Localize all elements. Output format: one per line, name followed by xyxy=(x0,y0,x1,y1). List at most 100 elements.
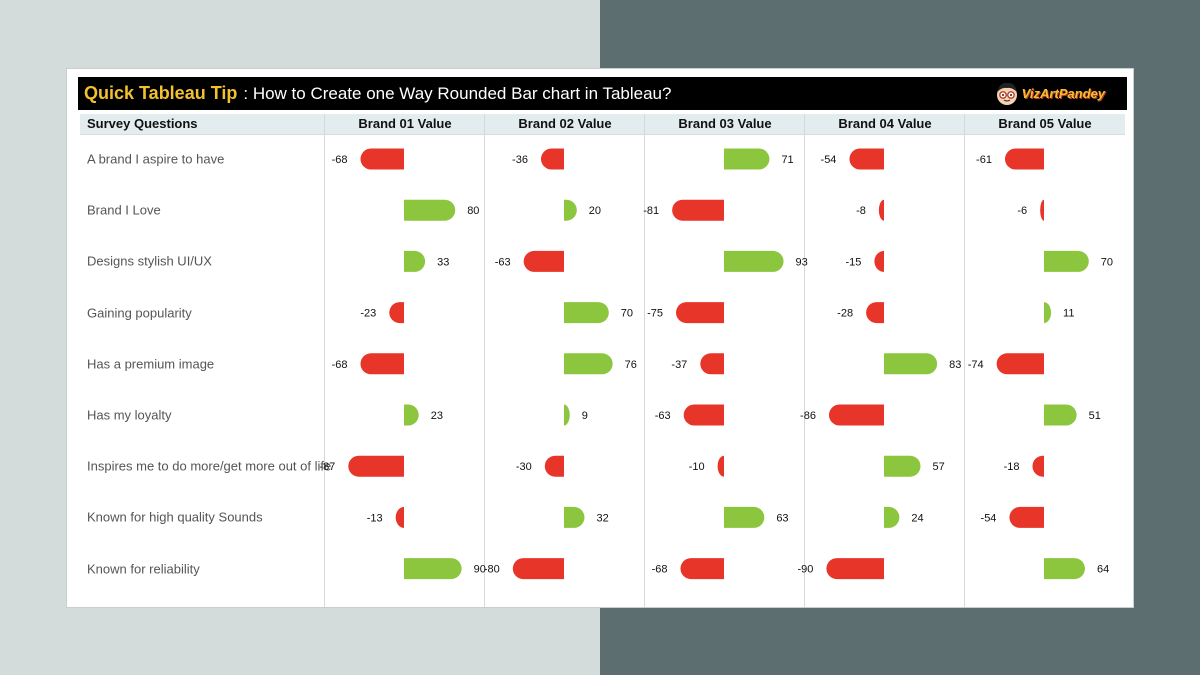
bar-negative xyxy=(1004,148,1044,170)
bar-value-label: 32 xyxy=(596,512,608,524)
vizartpandey-logo: VizArtPandey xyxy=(994,79,1105,108)
bar-value-label: 83 xyxy=(949,359,961,371)
logo-text: VizArtPandey xyxy=(1021,86,1105,101)
bar-value-label: -75 xyxy=(647,308,663,320)
banner-tip: Quick Tableau Tip xyxy=(84,83,238,103)
survey-question-label: Brand I Love xyxy=(87,202,161,218)
bar-negative xyxy=(826,558,884,580)
title-banner: Quick Tableau Tip : How to Create one Wa… xyxy=(78,77,1127,110)
bar-negative xyxy=(389,302,404,324)
bar-value-label: -8 xyxy=(856,205,866,217)
bar-value-label: 70 xyxy=(621,308,633,320)
bar-positive xyxy=(724,250,784,272)
bar-value-label: -37 xyxy=(671,359,687,371)
bar-negative xyxy=(717,455,724,477)
bar-value-label: -23 xyxy=(360,308,376,320)
bar-positive xyxy=(404,250,426,272)
survey-question-label: Has a premium image xyxy=(87,356,215,372)
cartoon-face-icon xyxy=(996,82,1017,105)
bar-negative xyxy=(700,353,724,375)
banner-title: : How to Create one Way Rounded Bar char… xyxy=(243,83,672,103)
bar-value-label: 57 xyxy=(932,461,944,473)
column-divider xyxy=(964,114,965,607)
bar-negative xyxy=(676,302,724,324)
bar-value-label: -81 xyxy=(643,205,659,217)
bar-positive xyxy=(404,404,419,426)
bar-value-label: -30 xyxy=(516,461,532,473)
bar-value-label: 33 xyxy=(437,256,449,268)
survey-question-label: Has my loyalty xyxy=(87,407,172,423)
bar-value-label: 23 xyxy=(431,410,443,422)
bar-value-label: -28 xyxy=(837,308,853,320)
bar-value-label: -68 xyxy=(332,359,348,371)
column-divider xyxy=(484,114,485,607)
bar-positive xyxy=(1044,404,1077,426)
bar-negative xyxy=(523,250,564,272)
bar-negative xyxy=(1009,506,1044,528)
bar-positive xyxy=(404,558,462,580)
bar-negative xyxy=(828,404,884,426)
bar-value-label: 70 xyxy=(1101,256,1113,268)
bar-positive xyxy=(564,199,577,221)
bar-value-label: -15 xyxy=(845,256,861,268)
bar-positive xyxy=(1044,250,1089,272)
survey-question-label: Designs stylish UI/UX xyxy=(87,253,212,269)
survey-question-label: Gaining popularity xyxy=(87,305,192,321)
bar-positive xyxy=(1044,558,1085,580)
header-brand-04: Brand 04 Value xyxy=(838,116,932,131)
bar-negative xyxy=(1040,199,1044,221)
bar-value-label: -90 xyxy=(797,564,813,576)
bar-value-label: 71 xyxy=(781,154,793,166)
bar-value-label: -6 xyxy=(1017,205,1027,217)
bar-value-label: -86 xyxy=(800,410,816,422)
bar-value-label: 9 xyxy=(582,410,588,422)
bar-value-label: 63 xyxy=(776,512,788,524)
chart-card xyxy=(67,69,1133,607)
bar-value-label: 51 xyxy=(1089,410,1101,422)
bar-positive xyxy=(564,404,570,426)
bar-positive xyxy=(724,506,765,528)
header-brand-05: Brand 05 Value xyxy=(998,116,1092,131)
bar-negative xyxy=(680,558,724,580)
survey-question-label: Inspires me to do more/get more out of l… xyxy=(87,458,332,474)
header-brand-03: Brand 03 Value xyxy=(678,116,772,131)
bar-value-label: -68 xyxy=(332,154,348,166)
column-divider xyxy=(644,114,645,607)
bar-value-label: 76 xyxy=(625,359,637,371)
header-brand-01: Brand 01 Value xyxy=(358,116,452,131)
bar-value-label: -63 xyxy=(495,256,511,268)
bar-value-label: -68 xyxy=(652,564,668,576)
survey-question-label: Known for high quality Sounds xyxy=(87,509,263,525)
bar-value-label: -10 xyxy=(689,461,705,473)
column-divider xyxy=(804,114,805,607)
bar-value-label: -54 xyxy=(981,512,997,524)
bar-positive xyxy=(884,353,938,375)
bar-positive xyxy=(404,199,456,221)
bar-negative xyxy=(866,302,884,324)
bar-positive xyxy=(884,455,921,477)
header-survey-questions: Survey Questions xyxy=(87,116,198,131)
bar-value-label: -13 xyxy=(367,512,383,524)
bar-negative xyxy=(849,148,884,170)
bar-negative xyxy=(512,558,564,580)
bar-positive xyxy=(1044,302,1052,324)
header-brand-02: Brand 02 Value xyxy=(518,116,612,131)
bar-value-label: 64 xyxy=(1097,564,1109,576)
bar-negative xyxy=(360,353,404,375)
bar-negative xyxy=(874,250,884,272)
survey-question-label: A brand I aspire to have xyxy=(87,151,225,167)
bar-negative xyxy=(1032,455,1044,477)
bar-negative xyxy=(348,455,404,477)
bar-positive xyxy=(884,506,900,528)
bar-positive xyxy=(564,353,613,375)
bar-negative xyxy=(878,199,884,221)
bar-value-label: -80 xyxy=(484,564,500,576)
bar-value-label: -87 xyxy=(319,461,335,473)
bar-value-label: 20 xyxy=(589,205,601,217)
bar-value-label: -36 xyxy=(512,154,528,166)
survey-question-label: Known for reliability xyxy=(87,561,200,577)
bar-negative xyxy=(395,506,404,528)
bar-positive xyxy=(724,148,770,170)
bar-negative xyxy=(672,199,724,221)
